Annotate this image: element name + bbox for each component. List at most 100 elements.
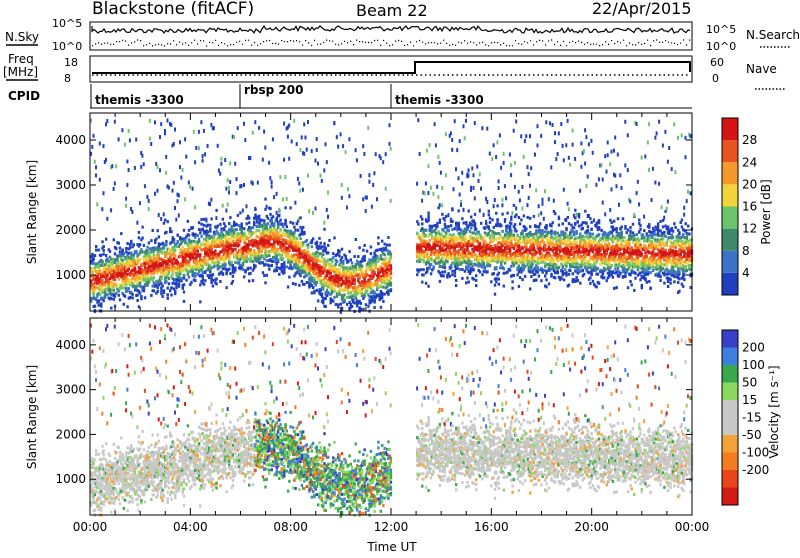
power-cell [184, 137, 186, 141]
power-cell [358, 277, 360, 280]
power-cell [386, 249, 388, 252]
power-cell [148, 199, 150, 203]
power-cell [381, 258, 383, 261]
power-cell [327, 244, 329, 247]
power-cell [149, 137, 151, 141]
power-cell [113, 238, 115, 241]
power-cell [169, 289, 171, 292]
power-cell [456, 257, 458, 260]
power-cell [493, 235, 495, 238]
power-cell [110, 208, 112, 212]
power-cell [188, 181, 190, 185]
power-cell [143, 289, 145, 292]
power-cell [468, 259, 470, 262]
power-cell [521, 230, 523, 233]
power-cell [91, 271, 93, 274]
power-cell [368, 173, 370, 177]
power-cell [153, 282, 155, 285]
power-cell [469, 230, 471, 233]
power-cell [266, 231, 268, 234]
power-cell [327, 251, 329, 254]
power-cell [283, 270, 285, 273]
power-cell [509, 248, 511, 251]
power-cell [387, 236, 389, 239]
power-cell [173, 142, 175, 146]
power-cell [259, 246, 261, 249]
power-cell [121, 269, 123, 272]
power-cell [228, 255, 230, 258]
power-cell [465, 281, 467, 284]
power-cell [442, 275, 444, 278]
power-cell [315, 159, 317, 163]
power-cell [248, 217, 250, 220]
power-cell [299, 256, 301, 259]
power-cell [200, 248, 202, 251]
power-cell [475, 274, 477, 277]
power-cell [167, 119, 169, 123]
power-cell [212, 273, 214, 276]
power-cell [99, 273, 101, 276]
power-cell [210, 235, 212, 238]
power-cell [253, 250, 255, 253]
power-cell [473, 173, 475, 177]
power-cell [509, 225, 511, 228]
power-cell [338, 250, 340, 253]
power-cell [195, 256, 197, 259]
power-cell [355, 263, 357, 266]
power-cell [160, 122, 162, 126]
power-cell [225, 272, 227, 275]
power-cell [282, 197, 284, 201]
power-cell [167, 274, 169, 277]
power-cell [141, 269, 143, 272]
power-cell [455, 223, 457, 226]
power-cell [416, 273, 418, 276]
power-cell [268, 161, 270, 165]
power-cell [165, 280, 167, 283]
power-cell [167, 252, 169, 255]
power-cell [340, 303, 342, 306]
power-cell [162, 295, 164, 298]
power-cell [123, 286, 125, 289]
power-cell [203, 129, 205, 133]
power-cell [451, 138, 453, 142]
power-cell [236, 177, 238, 181]
power-cell [521, 207, 523, 211]
power-cell [298, 258, 300, 261]
power-cell [153, 254, 155, 257]
power-cell [119, 266, 121, 269]
power-cell [333, 296, 335, 299]
power-cell [174, 128, 176, 132]
power-cell [139, 281, 141, 284]
power-cell [272, 232, 274, 235]
power-cell [470, 227, 472, 230]
power-cell [384, 293, 386, 296]
power-cell [204, 152, 206, 156]
power-cell [268, 243, 270, 246]
power-cell [376, 281, 378, 284]
power-cell [424, 250, 426, 253]
power-cell [188, 229, 190, 232]
power-cell [441, 213, 443, 216]
power-cell [115, 284, 117, 287]
power-cell [377, 242, 379, 245]
power-cell [169, 227, 171, 230]
power-cell [95, 165, 97, 169]
power-cell [347, 187, 349, 191]
power-cell [316, 281, 318, 284]
power-cell [94, 305, 96, 308]
power-cell [266, 205, 268, 209]
power-cell [168, 186, 170, 190]
power-cell [178, 193, 180, 197]
power-cell [305, 136, 307, 140]
power-cell [421, 227, 423, 230]
power-cell [220, 230, 222, 233]
power-cell [465, 238, 467, 241]
power-cell [417, 223, 419, 226]
power-cell [106, 217, 108, 221]
power-cell [332, 300, 334, 303]
power-cell [479, 172, 481, 176]
power-cell [130, 240, 132, 243]
power-cell [455, 279, 457, 282]
power-cell [184, 197, 186, 201]
power-cell [157, 290, 159, 293]
